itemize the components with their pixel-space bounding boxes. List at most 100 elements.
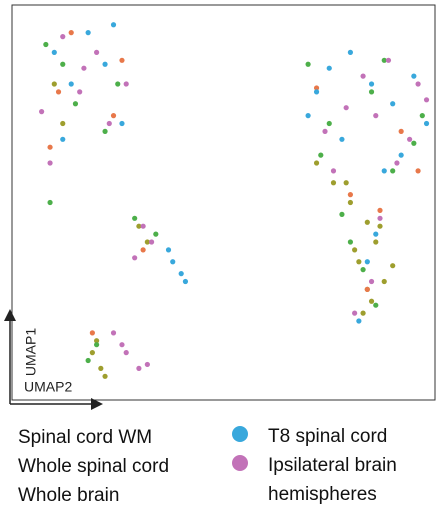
point	[330, 168, 337, 174]
point	[85, 30, 91, 36]
legend-marker	[232, 455, 248, 471]
point	[390, 168, 396, 174]
point	[347, 49, 353, 56]
point	[381, 278, 387, 285]
point	[368, 278, 375, 285]
plot-frame	[11, 4, 436, 401]
point	[322, 128, 328, 134]
point	[110, 330, 117, 336]
point	[368, 81, 375, 87]
point	[132, 255, 138, 261]
point	[381, 57, 387, 63]
point	[144, 239, 150, 245]
point	[313, 85, 320, 91]
point	[377, 223, 383, 229]
point	[390, 263, 396, 269]
point	[326, 120, 332, 127]
point	[398, 152, 404, 158]
point	[347, 239, 353, 245]
point	[39, 109, 45, 115]
point	[119, 57, 125, 63]
point	[110, 22, 117, 28]
point	[423, 120, 430, 127]
point	[60, 136, 66, 142]
point	[313, 89, 320, 95]
point	[98, 365, 104, 371]
point	[136, 223, 142, 229]
legend-label: T8 spinal cord	[268, 426, 388, 447]
legend-label: Spinal cord WM	[18, 427, 153, 448]
point	[60, 120, 66, 127]
point	[123, 81, 129, 87]
point	[119, 342, 125, 348]
point	[165, 247, 172, 253]
point	[47, 160, 53, 166]
legend-label: Whole brain	[18, 485, 120, 506]
point	[352, 247, 358, 253]
point	[356, 259, 362, 265]
point	[347, 199, 353, 206]
point	[77, 89, 83, 95]
point	[373, 113, 379, 119]
point	[85, 357, 91, 364]
point	[140, 247, 146, 253]
point	[423, 97, 430, 103]
point	[153, 231, 159, 237]
point	[132, 215, 138, 221]
point	[368, 298, 375, 304]
point	[106, 120, 112, 127]
point	[170, 259, 176, 265]
point	[373, 239, 379, 245]
point	[330, 180, 337, 186]
points	[39, 22, 430, 379]
legend-marker	[232, 426, 248, 442]
point	[55, 89, 62, 95]
point	[144, 361, 150, 368]
point	[43, 41, 49, 48]
point	[51, 49, 57, 56]
point	[377, 215, 383, 221]
point	[415, 168, 421, 174]
point	[140, 223, 146, 229]
point	[60, 34, 66, 40]
point	[343, 105, 349, 111]
point	[381, 168, 387, 174]
point	[47, 199, 53, 206]
point	[385, 57, 392, 63]
point	[94, 342, 100, 348]
point	[364, 219, 370, 225]
chart: UMAP1 UMAP2	[3, 4, 436, 410]
point	[377, 207, 383, 213]
point	[360, 310, 366, 316]
point	[102, 61, 108, 67]
point	[390, 101, 396, 107]
point	[318, 152, 324, 158]
point	[326, 65, 332, 71]
legend-label: Ipsilateral brain hemispheres	[268, 455, 397, 505]
legend-label: Whole spinal cord	[18, 456, 170, 477]
point	[94, 338, 100, 344]
point	[94, 49, 100, 56]
point	[347, 192, 353, 198]
point	[368, 89, 375, 95]
point	[305, 113, 311, 119]
point	[364, 286, 370, 292]
point	[339, 136, 345, 142]
point	[360, 73, 366, 79]
point	[110, 113, 117, 119]
point	[305, 61, 311, 67]
y-axis-label: UMAP1	[23, 328, 39, 376]
point	[343, 180, 349, 186]
point	[373, 231, 379, 237]
point	[119, 120, 125, 127]
point	[352, 310, 358, 316]
point	[72, 101, 79, 107]
point	[356, 318, 362, 324]
point	[51, 81, 57, 87]
point	[60, 61, 66, 67]
point	[123, 350, 129, 356]
point	[81, 65, 87, 71]
point	[373, 302, 379, 308]
point	[411, 73, 417, 79]
